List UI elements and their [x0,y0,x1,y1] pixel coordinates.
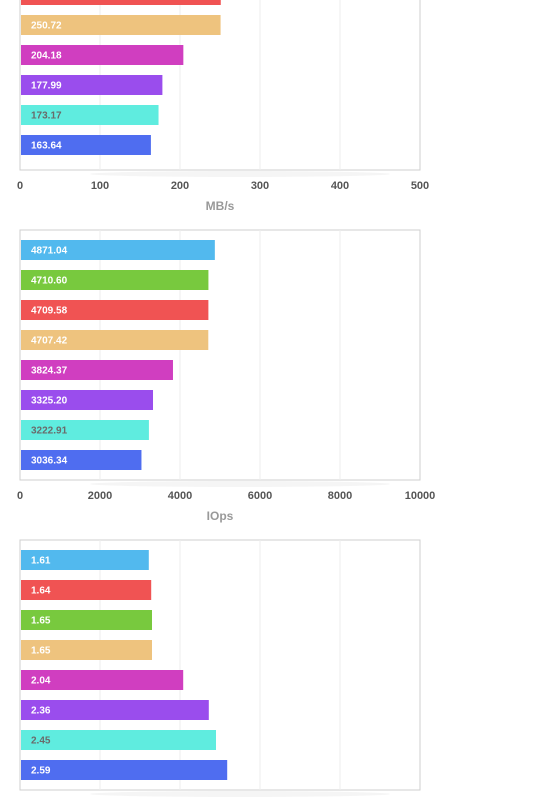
bar-value-label: 173.17 [31,111,62,122]
bar [21,300,209,320]
chart-3: 1.61 1.64 1.65 1.65 2.04 2.36 2.45 2.59 [19,539,421,797]
plot-shadow [90,481,390,487]
x-tick-label: 400 [331,180,349,192]
chart-1: 250.97 250.72 204.18 177.99 173.17 163.64 0 100… [17,0,429,213]
bar-value-label: 4709.58 [31,306,68,317]
bar-value-label: 4871.04 [31,246,68,257]
bar [21,75,163,95]
bar [21,760,228,780]
x-tick-label: 4000 [168,490,192,502]
bar-value-label: 204.18 [31,51,62,62]
bar-value-label: 250.97 [31,0,62,2]
x-tick-label: 0 [17,490,23,502]
plot-shadow [90,171,390,177]
bar [21,15,221,35]
x-tick-label: 500 [411,180,429,192]
bar [21,270,209,290]
bar-value-label: 3036.34 [31,456,68,467]
bar [21,580,152,600]
bar [21,640,152,660]
bar [21,550,149,570]
bar [21,730,216,750]
x-tick-label: 6000 [248,490,272,502]
x-tick-label: 2000 [88,490,112,502]
x-tick-label: 8000 [328,490,352,502]
bar-value-label: 2.59 [31,766,51,777]
bar [21,450,142,470]
plot-area [19,229,421,481]
bar-value-label: 1.65 [31,646,51,657]
bar [21,240,215,260]
bar [21,0,221,5]
bar-value-label: 163.64 [31,141,62,152]
bar-value-label: 1.64 [31,586,51,597]
plot-shadow [90,791,390,797]
plot-area [19,539,421,791]
bar [21,390,154,410]
x-tick-label: 200 [171,180,189,192]
bar-value-label: 1.61 [31,556,51,567]
x-tick-label: 300 [251,180,269,192]
bar-value-label: 2.04 [31,676,51,687]
bar-value-label: 3325.20 [31,396,68,407]
x-tick-label: 100 [91,180,109,192]
x-tick-label: 10000 [405,490,436,502]
bar-value-label: 4710.60 [31,276,68,287]
bar [21,700,209,720]
bar-value-label: 1.65 [31,616,51,627]
bar [21,610,152,630]
x-axis-title: MB/s [206,199,235,213]
bar [21,360,173,380]
chart-2: 4871.04 4710.60 4709.58 4707.42 3824.37 3325.… [17,229,436,523]
bar-value-label: 2.45 [31,736,51,747]
bar-value-label: 250.72 [31,21,62,32]
bar [21,135,151,155]
bar-value-label: 3824.37 [31,366,68,377]
bar-value-label: 2.36 [31,706,51,717]
bar-value-label: 4707.42 [31,336,68,347]
x-axis-title: IOps [207,509,234,523]
bar-value-label: 177.99 [31,81,62,92]
x-tick-label: 0 [17,180,23,192]
bar [21,45,184,65]
bar [21,105,159,125]
bar [21,330,209,350]
bar [21,670,184,690]
bar [21,420,149,440]
bar-value-label: 3222.91 [31,426,68,437]
